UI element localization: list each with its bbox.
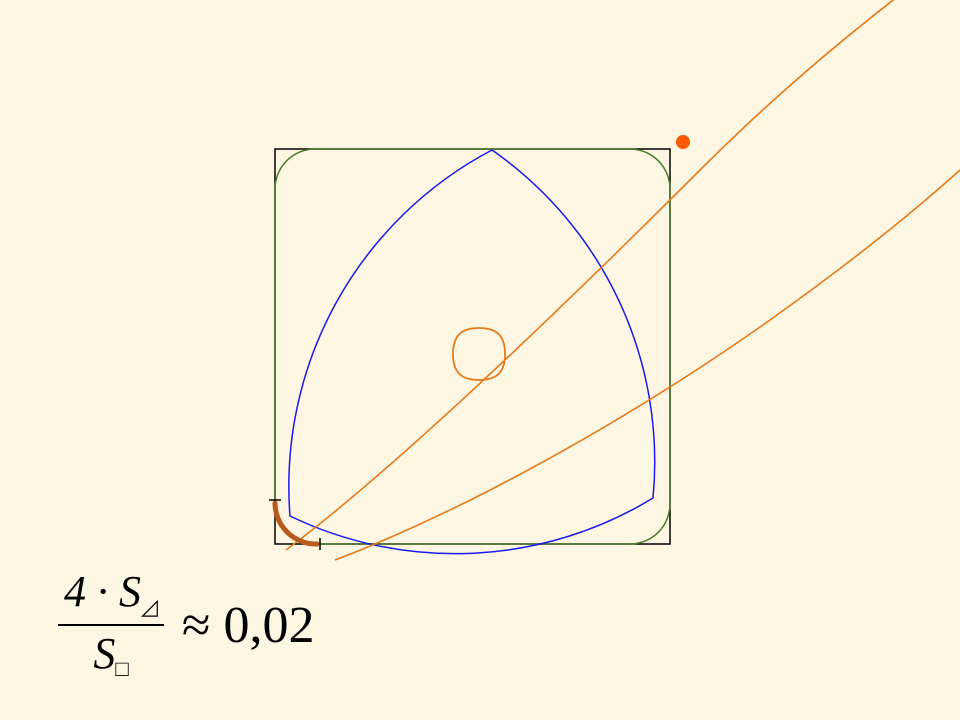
fraction: 4 · S◿ S□: [58, 570, 164, 682]
denominator: S□: [58, 626, 164, 682]
denominator-S: S: [93, 629, 115, 678]
numerator-S: S: [119, 567, 141, 616]
area-ratio-formula: 4 · S◿ S□ ≈ 0,02: [58, 570, 314, 682]
triangle-subscript-icon: ◿: [141, 594, 158, 619]
numerator: 4 · S◿: [58, 570, 164, 626]
ratio-value: 0,02: [223, 597, 314, 654]
numerator-coeff: 4 ·: [64, 567, 119, 616]
square-subscript-icon: □: [115, 656, 128, 681]
approx-symbol: ≈: [182, 597, 224, 654]
highlight-dot: [676, 135, 690, 149]
approx-value: ≈ 0,02: [168, 597, 315, 654]
